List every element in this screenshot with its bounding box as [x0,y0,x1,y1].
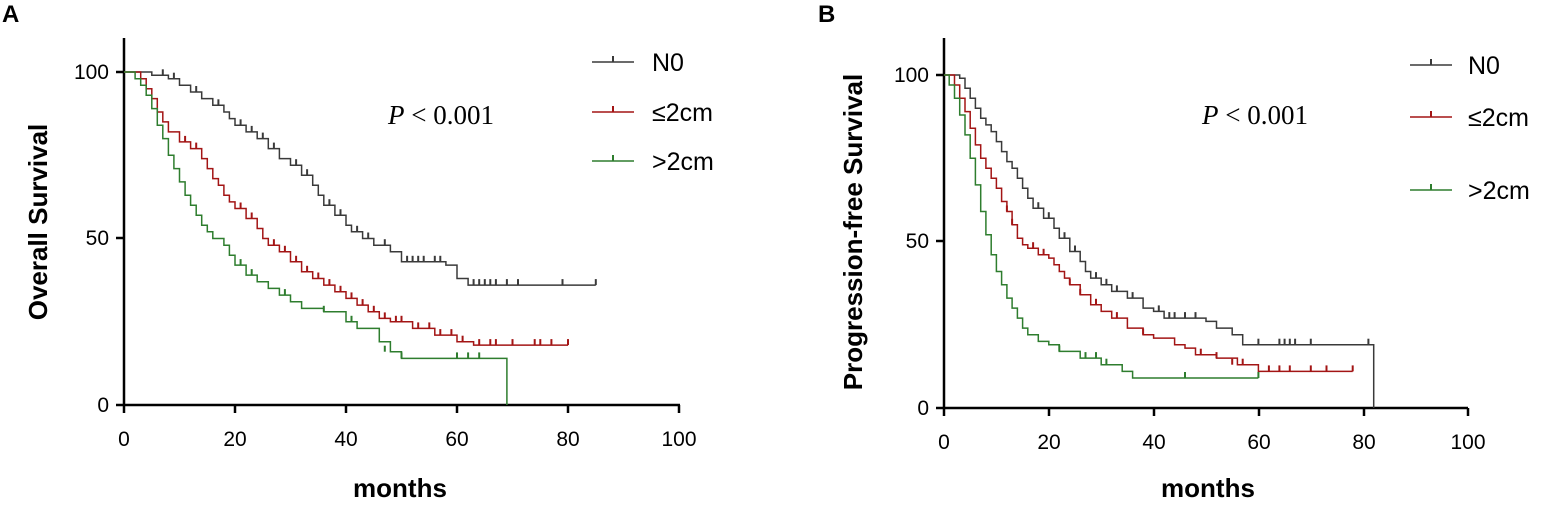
panel-b-y-tick-label-100: 100 [894,64,929,87]
panel-b-x-tick-label-40: 40 [1142,431,1165,454]
panel-b-curve-le2cm [944,74,1353,373]
panel-a-x-tick-label-100: 100 [661,428,696,451]
panel-a-y-axis-title: Overall Survival [23,124,53,321]
panel-b-curve-n0 [944,74,1375,408]
panel-a-letter: A [2,1,19,28]
panel-a-legend-label-gt2cm: >2cm [652,148,714,176]
panel-b: B 0 50 100 Progression-free Survival 0 2… [818,1,1530,503]
panel-a-x-tick-label-80: 80 [556,428,579,451]
panel-b-x-tick-label-60: 60 [1247,431,1270,454]
panel-b-legend-label-gt2cm: >2cm [1468,177,1530,205]
panel-a-x-axis: 0 20 40 60 80 100 months [118,403,697,503]
panel-b-x-tick-label-0: 0 [938,431,950,454]
panel-a-p-value-italic: P [387,100,405,130]
panel-a-legend: N0 ≤2cm >2cm [592,49,714,176]
panel-b-legend-label-n0: N0 [1468,52,1500,80]
panel-a-plot-area [124,69,597,405]
panel-a-x-tick-label-60: 60 [445,428,468,451]
panel-a-y-tick-label-50: 50 [86,227,109,250]
panel-b-legend-label-le2cm: ≤2cm [1468,104,1529,132]
panel-b-y-axis: 0 50 100 Progression-free Survival [838,38,946,420]
panel-b-x-tick-label-20: 20 [1037,431,1060,454]
panel-a: A 0 50 100 Overall Survival 0 20 40 60 8… [2,1,714,503]
panel-b-legend: N0 ≤2cm >2cm [1410,52,1530,205]
panel-b-y-tick-label-50: 50 [906,230,929,253]
panel-b-p-value: P < 0.001 [1201,100,1308,130]
panel-a-legend-label-le2cm: ≤2cm [652,99,713,127]
panel-a-p-value-text: < 0.001 [405,100,494,130]
panel-a-x-axis-title: months [353,473,447,503]
panel-b-y-axis-title: Progression-free Survival [838,74,868,390]
panel-b-x-axis: 0 20 40 60 80 100 months [938,406,1486,503]
panel-b-p-value-text: < 0.001 [1219,100,1308,130]
panel-b-x-tick-label-100: 100 [1450,431,1485,454]
panel-a-legend-label-n0: N0 [652,49,684,77]
panel-b-letter: B [818,1,835,28]
panel-a-curve-le2cm [124,71,568,346]
panel-a-curve-gt2cm [124,71,508,405]
panel-a-p-value: P < 0.001 [387,100,494,130]
panel-a-y-tick-label-0: 0 [97,394,109,417]
panel-a-curve-n0 [124,71,596,286]
panel-b-p-value-italic: P [1201,100,1219,130]
panel-a-y-axis: 0 50 100 Overall Survival [23,38,126,417]
panel-b-y-tick-label-0: 0 [917,397,929,420]
panel-b-curve-gt2cm [944,74,1259,379]
panel-b-x-tick-label-80: 80 [1352,431,1375,454]
panel-a-x-tick-label-20: 20 [223,428,246,451]
panel-a-y-tick-label-100: 100 [74,61,109,84]
panel-b-x-axis-title: months [1161,473,1255,503]
panel-a-x-tick-label-40: 40 [334,428,357,451]
panel-b-plot-area [944,74,1375,408]
panel-a-x-tick-label-0: 0 [118,428,130,451]
